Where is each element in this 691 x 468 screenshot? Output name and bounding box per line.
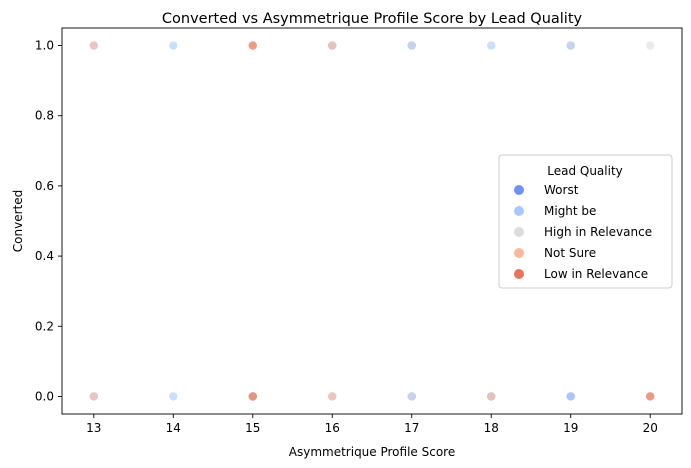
x-axis-ticks: 13 14 15 16 17 18 19 20 <box>86 414 658 435</box>
y-tick-label: 0.8 <box>35 109 54 123</box>
y-axis-ticks: 0.0 0.2 0.4 0.6 0.8 1.0 <box>35 39 62 403</box>
legend-box <box>498 154 673 289</box>
data-point <box>169 41 178 50</box>
x-tick-label: 17 <box>404 421 419 435</box>
data-point <box>328 392 337 401</box>
legend-marker <box>514 269 524 279</box>
data-point <box>169 392 178 401</box>
legend-title: Lead Quality <box>547 164 623 178</box>
x-tick-label: 14 <box>166 421 181 435</box>
y-tick-label: 0.4 <box>35 249 54 263</box>
data-point <box>407 392 416 401</box>
legend-marker <box>514 227 524 237</box>
x-tick-label: 18 <box>484 421 499 435</box>
legend-marker <box>514 206 524 216</box>
y-axis-label: Converted <box>11 190 25 252</box>
legend-label: Worst <box>544 183 579 197</box>
legend: Lead Quality Worst Might be High in Releva… <box>498 154 673 289</box>
legend-label: Low in Relevance <box>544 267 648 281</box>
legend-marker <box>514 248 524 258</box>
data-point <box>646 392 655 401</box>
legend-items: Worst Might be High in Relevance Not Sure Lo… <box>514 183 652 281</box>
data-point <box>89 392 98 401</box>
y-tick-label: 0.2 <box>35 319 54 333</box>
x-tick-label: 16 <box>325 421 340 435</box>
data-point <box>566 41 575 50</box>
x-tick-label: 19 <box>563 421 578 435</box>
legend-marker <box>514 185 524 195</box>
data-point <box>407 41 416 50</box>
x-axis-label: Asymmetrique Profile Score <box>289 445 455 459</box>
data-point <box>248 41 257 50</box>
x-tick-label: 15 <box>245 421 260 435</box>
legend-label: Not Sure <box>544 246 596 260</box>
legend-label: Might be <box>544 204 596 218</box>
chart-title: Converted vs Asymmetrique Profile Score … <box>162 11 583 27</box>
data-points <box>89 41 655 401</box>
data-point <box>487 41 496 50</box>
data-point <box>328 41 337 50</box>
data-point <box>248 392 257 401</box>
y-tick-label: 0.6 <box>35 179 54 193</box>
data-point <box>646 41 655 50</box>
data-point <box>89 41 98 50</box>
x-tick-label: 13 <box>86 421 101 435</box>
plot-frame <box>61 27 683 415</box>
data-point <box>566 392 575 401</box>
data-point <box>487 392 496 401</box>
legend-label: High in Relevance <box>544 225 652 239</box>
y-tick-label: 0.0 <box>35 389 54 403</box>
x-tick-label: 20 <box>643 421 658 435</box>
y-tick-label: 1.0 <box>35 39 54 53</box>
